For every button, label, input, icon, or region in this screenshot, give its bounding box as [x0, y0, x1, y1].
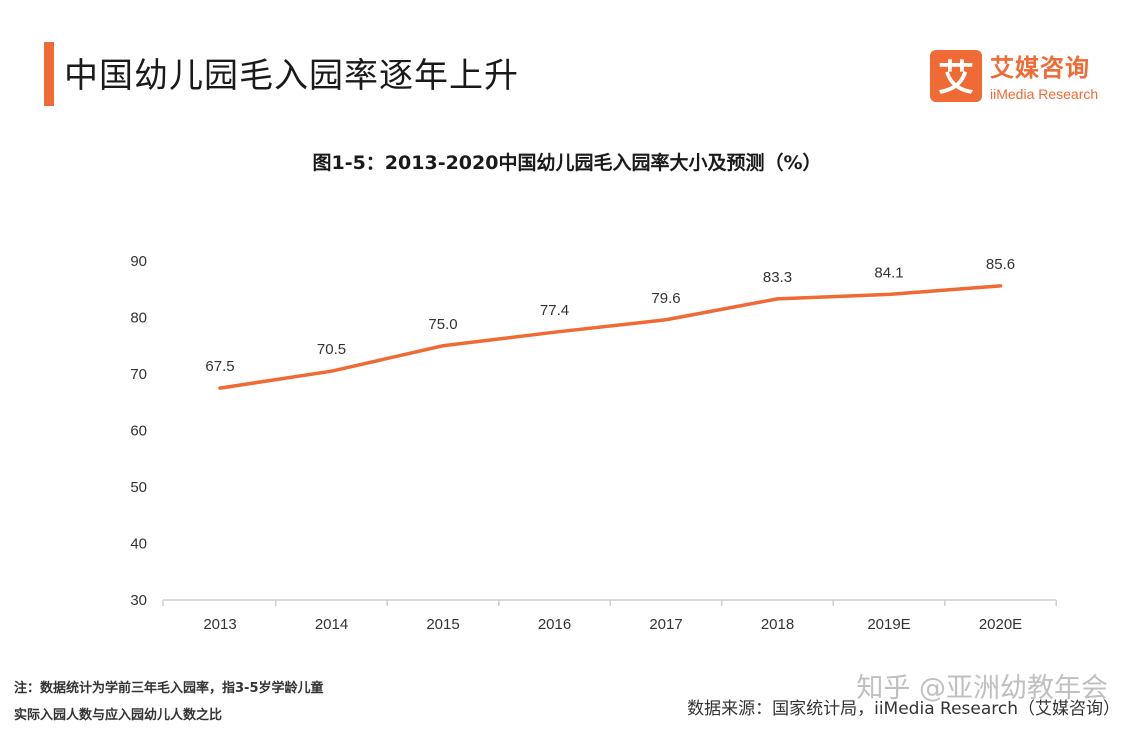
y-tick-label: 80 — [130, 310, 147, 327]
footnote-line-2: 实际入园人数与应入园幼儿人数之比 — [14, 708, 223, 723]
data-point — [664, 318, 668, 322]
data-point — [330, 369, 333, 373]
data-label: 84.1 — [874, 264, 903, 281]
data-label: 77.4 — [540, 302, 569, 319]
data-point — [218, 386, 222, 390]
logo-name-en: iiMedia Research — [990, 86, 1099, 102]
x-tick-label: 2015 — [426, 616, 459, 633]
data-point — [553, 330, 556, 334]
data-label: 67.5 — [205, 358, 234, 375]
x-tick-label: 2014 — [315, 616, 348, 633]
data-point — [887, 292, 891, 296]
y-tick-label: 30 — [130, 592, 147, 609]
title-accent-bar — [44, 42, 54, 106]
data-label: 85.6 — [986, 256, 1015, 273]
x-tick-label: 2016 — [538, 616, 571, 633]
data-source: 数据来源：国家统计局，iiMedia Research（艾媒咨询） — [687, 699, 1120, 719]
data-label: 83.3 — [763, 269, 792, 286]
y-tick-label: 40 — [130, 536, 147, 553]
y-tick-label: 90 — [130, 253, 147, 270]
logo-mark-icon: 艾 — [930, 50, 982, 102]
x-tick-label: 2017 — [649, 616, 682, 633]
x-tick-label: 2019E — [867, 616, 910, 633]
y-axis-ticks: 30 40 50 60 70 80 90 — [130, 253, 147, 609]
y-tick-label: 70 — [130, 366, 147, 383]
series-line — [218, 284, 1003, 390]
page-title: 中国幼儿园毛入园率逐年上升 — [64, 56, 519, 96]
x-tick-label: 2018 — [761, 616, 794, 633]
data-label: 79.6 — [651, 290, 680, 307]
x-axis-ticks: 2013 2014 2015 2016 2017 2018 2019E 2020E — [162, 600, 1057, 633]
logo-name-cn: 艾媒咨询 — [990, 54, 1090, 82]
data-point — [776, 297, 779, 301]
data-label: 75.0 — [428, 316, 457, 333]
chart-title: 图1-5：2013-2020中国幼儿园毛入园率大小及预测（%） — [312, 152, 822, 174]
brand-logo: 艾 艾媒咨询 iiMedia Research — [930, 50, 1130, 106]
data-labels: 67.5 70.5 75.0 77.4 79.6 83.3 84.1 85.6 — [205, 256, 1015, 390]
x-tick-label: 2020E — [979, 616, 1022, 633]
data-point — [999, 284, 1002, 288]
data-label: 70.5 — [317, 341, 346, 358]
y-tick-label: 60 — [130, 423, 147, 440]
y-tick-label: 50 — [130, 479, 147, 496]
logo-mark-char: 艾 — [938, 58, 974, 99]
data-point — [441, 344, 445, 348]
watermark: 知乎 @亚洲幼教年会 — [856, 673, 1108, 704]
x-tick-label: 2013 — [203, 616, 236, 633]
footnote-line-1: 注：数据统计为学前三年毛入园率，指3-5岁学龄儿童 — [14, 681, 324, 696]
